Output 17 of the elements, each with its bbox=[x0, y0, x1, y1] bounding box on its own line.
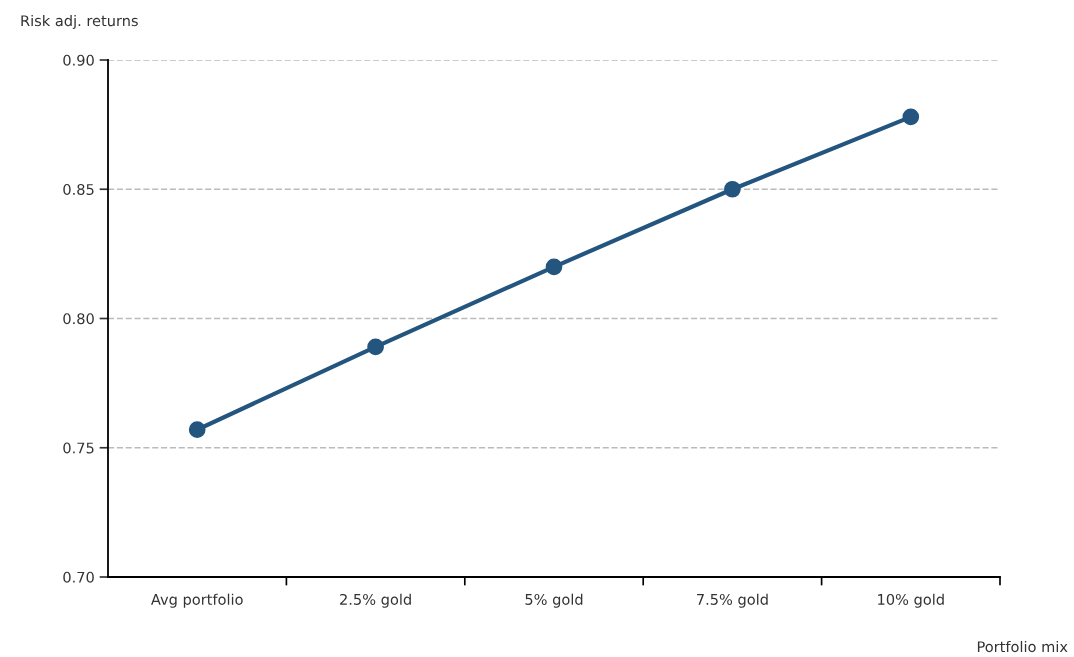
x-tick-label: 5% gold bbox=[525, 593, 583, 608]
x-tick-label: 7.5% gold bbox=[697, 593, 768, 608]
x-tick-label: Avg portfolio bbox=[151, 593, 243, 608]
y-tick-label: 0.75 bbox=[63, 442, 94, 454]
point bbox=[724, 180, 741, 198]
y-tick-label: 0.80 bbox=[63, 313, 94, 325]
point bbox=[902, 108, 920, 126]
point bbox=[367, 338, 384, 356]
y-tick-label: 0.85 bbox=[63, 183, 94, 195]
x-tick-label: 2.5% gold bbox=[340, 593, 411, 608]
y-tick-label: 0.90 bbox=[63, 54, 94, 66]
point bbox=[545, 258, 563, 276]
y-tick-label: 0.70 bbox=[63, 571, 94, 583]
point bbox=[188, 421, 206, 438]
y-axis-title: Risk adj. returns bbox=[21, 14, 138, 30]
x-tick-label: 10% gold bbox=[878, 593, 944, 608]
x-axis-title: Portfolio mix bbox=[977, 640, 1068, 653]
